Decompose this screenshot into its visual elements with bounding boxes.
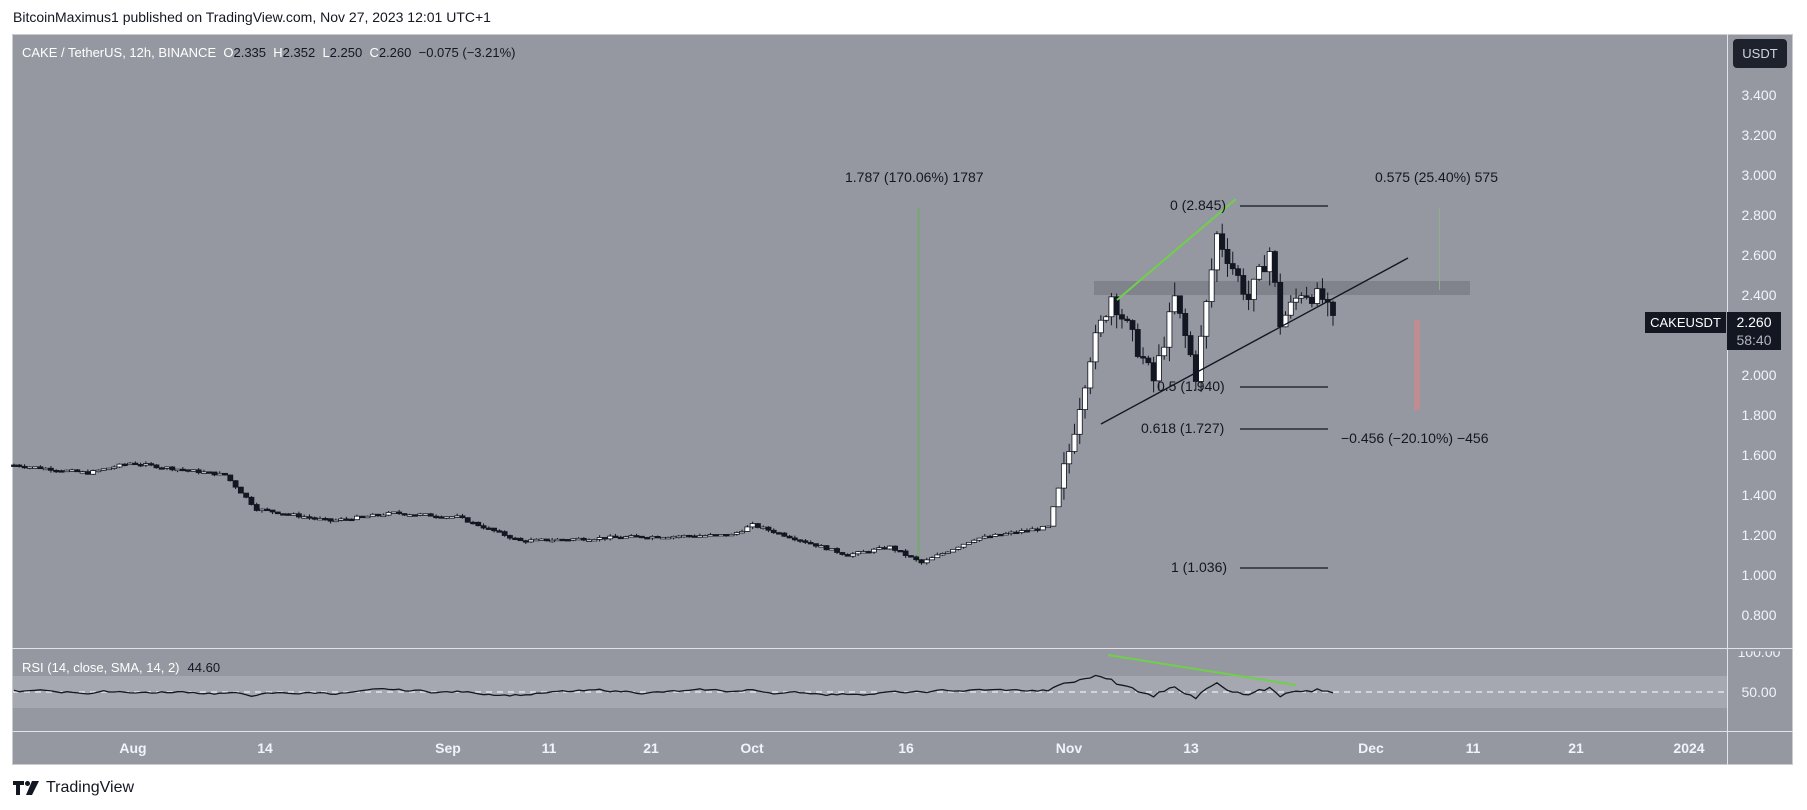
rsi-tick-100: 100.00 bbox=[1737, 644, 1781, 660]
measure-up-right-bar[interactable] bbox=[1439, 208, 1440, 290]
price-tick: 1.600 bbox=[1741, 447, 1777, 463]
price-tick: 3.200 bbox=[1741, 127, 1777, 143]
fib-lines[interactable] bbox=[1240, 205, 1328, 569]
pane-divider[interactable] bbox=[12, 648, 1793, 649]
rsi-band bbox=[13, 676, 1727, 708]
currency-button[interactable]: USDT bbox=[1733, 39, 1787, 68]
rsi-title: RSI (14, close, SMA, 14, 2) bbox=[22, 660, 180, 675]
tradingview-logo-icon bbox=[13, 781, 39, 795]
symbol-name: CAKE / TetherUS, 12h, BINANCE bbox=[22, 45, 217, 60]
measure-down-right-bar[interactable] bbox=[1414, 320, 1420, 410]
price-tick: 2.600 bbox=[1741, 247, 1777, 263]
open-value: 2.335 bbox=[233, 45, 267, 60]
close-value: 2.260 bbox=[378, 45, 412, 60]
time-tick: 11 bbox=[541, 740, 557, 756]
low-value: 2.250 bbox=[329, 45, 363, 60]
price-tick: 1.200 bbox=[1741, 527, 1777, 543]
fib-1-label[interactable]: 1 (1.036) bbox=[1171, 559, 1228, 575]
time-tick: 13 bbox=[1183, 740, 1199, 756]
time-tick: Dec bbox=[1358, 740, 1384, 756]
tradingview-logo[interactable]: TradingView bbox=[13, 779, 134, 797]
price-tick: 3.000 bbox=[1741, 167, 1777, 183]
time-tick: Sep bbox=[435, 740, 461, 756]
rsi-divergence-line[interactable] bbox=[1107, 654, 1297, 686]
time-tick: 2024 bbox=[1673, 740, 1705, 756]
time-tick: Oct bbox=[740, 740, 764, 756]
symbol-price-label: CAKEUSDT bbox=[1645, 312, 1726, 333]
price-axis-divider bbox=[1727, 34, 1728, 765]
measure-up-right-label[interactable]: 0.575 (25.40%) 575 bbox=[1375, 169, 1498, 185]
price-tick: 2.400 bbox=[1741, 287, 1777, 303]
last-price-tag: 2.260 58:40 bbox=[1727, 312, 1781, 350]
price-divergence-line[interactable] bbox=[1116, 198, 1237, 301]
rsi-legend: RSI (14, close, SMA, 14, 2) 44.60 bbox=[22, 660, 220, 675]
price-tick: 1.400 bbox=[1741, 487, 1777, 503]
time-tick: 14 bbox=[257, 740, 273, 756]
rsi-value: 44.60 bbox=[187, 660, 221, 675]
price-tick: 0.800 bbox=[1741, 607, 1777, 623]
price-tick: 2.800 bbox=[1741, 207, 1777, 223]
ascending-support-line[interactable] bbox=[1100, 257, 1409, 425]
fib-0.5-label[interactable]: 0.5 (1.940) bbox=[1157, 378, 1225, 394]
fib-0.618-label[interactable]: 0.618 (1.727) bbox=[1141, 420, 1225, 436]
price-tick: 1.800 bbox=[1741, 407, 1777, 423]
change-value: −0.075 (−3.21%) bbox=[418, 45, 516, 60]
price-tick: 1.000 bbox=[1741, 567, 1777, 583]
rsi-tick-50: 50.00 bbox=[1741, 684, 1777, 700]
price-tick: 3.400 bbox=[1741, 87, 1777, 103]
publish-attribution: BitcoinMaximus1 published on TradingView… bbox=[13, 9, 491, 25]
candlestick-series bbox=[11, 223, 1336, 565]
time-tick: Nov bbox=[1055, 740, 1083, 756]
measure-up-left-bar[interactable] bbox=[917, 208, 920, 563]
rsi-line bbox=[13, 674, 1334, 700]
time-tick: 21 bbox=[643, 740, 659, 756]
measure-up-left-label[interactable]: 1.787 (170.06%) 1787 bbox=[845, 169, 984, 185]
last-price: 2.260 bbox=[1736, 314, 1772, 330]
time-tick: 16 bbox=[898, 740, 914, 756]
fib-0-label[interactable]: 0 (2.845) bbox=[1170, 197, 1227, 213]
price-tick: 2.000 bbox=[1741, 367, 1777, 383]
time-tick: Aug bbox=[119, 740, 147, 756]
chart-frame[interactable] bbox=[12, 34, 1793, 765]
time-tick: 11 bbox=[1465, 740, 1481, 756]
symbol-legend: CAKE / TetherUS, 12h, BINANCE O2.335 H2.… bbox=[22, 45, 516, 60]
bar-countdown: 58:40 bbox=[1736, 332, 1772, 348]
time-axis-divider bbox=[12, 731, 1793, 732]
time-tick: 21 bbox=[1568, 740, 1584, 756]
measure-down-right-label[interactable]: −0.456 (−20.10%) −456 bbox=[1341, 430, 1489, 446]
high-value: 2.352 bbox=[282, 45, 316, 60]
logo-text: TradingView bbox=[46, 779, 135, 796]
